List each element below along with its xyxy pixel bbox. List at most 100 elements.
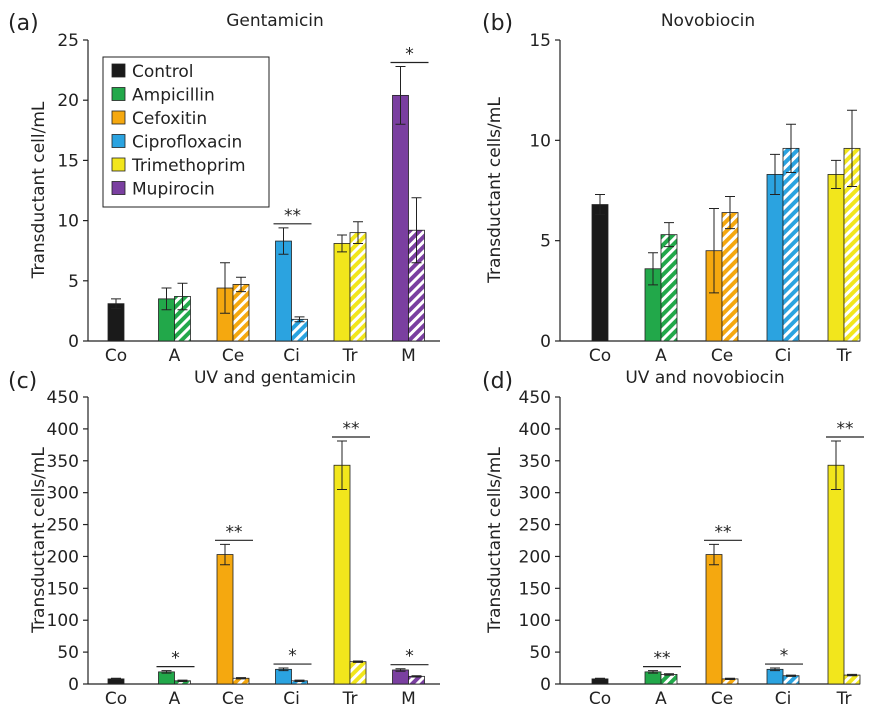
- y-tick-label: 10: [529, 131, 551, 151]
- y-tick-label: 400: [519, 420, 551, 440]
- legend-swatch: [111, 181, 126, 195]
- error-bar-Tr-striped: [353, 221, 363, 244]
- error-bar-Ce-solid: [709, 543, 719, 566]
- error-bar-Ce-solid: [709, 208, 719, 294]
- error-bar-M-solid: [395, 668, 406, 672]
- bar-Co-solid: [107, 303, 125, 342]
- error-bar-M-striped: [411, 675, 422, 678]
- error-bar-A-solid: [161, 287, 172, 311]
- error-bar-Ci-solid: [278, 667, 289, 672]
- panel-2: (b) Novobiocin Transductant cells/mL 0 5 10 15…: [482, 11, 861, 366]
- error-bar-A-striped: [664, 222, 674, 248]
- x-tick-label: A: [655, 346, 667, 366]
- error-bar-A-solid: [648, 670, 658, 674]
- x-tick-label: Ci: [775, 689, 792, 709]
- legend-swatch: [111, 157, 126, 172]
- error-bar-Co-solid: [595, 677, 605, 681]
- y-tick-label: 250: [47, 516, 79, 536]
- panel-1: (a) Gentamicin Transductant cell/mL 0 5 10 15 2…: [8, 11, 440, 366]
- significance-marker: **: [715, 522, 732, 542]
- significance-marker: *: [405, 647, 414, 667]
- x-tick-label: Ce: [711, 689, 733, 709]
- y-tick-label: 350: [519, 452, 551, 472]
- x-tick-label: Ce: [711, 346, 733, 366]
- y-tick-label: 100: [519, 611, 551, 631]
- y-tick-label: 0: [68, 675, 79, 695]
- x-tick-label: Tr: [342, 689, 358, 709]
- error-bar-Ci-solid: [770, 667, 780, 672]
- x-tick-label: Co: [105, 689, 127, 709]
- x-tick-label: Ce: [222, 346, 244, 366]
- y-tick-label: 50: [57, 643, 79, 663]
- bar-M-solid: [392, 94, 409, 342]
- x-tick-label: Ci: [283, 346, 300, 366]
- y-axis-label: Transductant cells/mL: [485, 97, 505, 284]
- y-tick-label: 350: [47, 452, 79, 472]
- y-tick-label: 50: [529, 643, 551, 663]
- legend: Control Ampicillin Cefoxitin Ciprofloxacin T…: [102, 56, 270, 208]
- y-tick-label: 10: [57, 212, 79, 232]
- x-tick-label: A: [169, 689, 181, 709]
- bar-Ci-striped: [291, 318, 308, 342]
- error-bar-Ci-solid: [278, 227, 289, 255]
- bar-Ci-solid: [766, 668, 784, 685]
- error-bar-Tr-solid: [337, 234, 347, 253]
- y-tick-label: 20: [57, 91, 79, 111]
- chart-title: UV and gentamicin: [194, 368, 356, 388]
- legend-entry: Cefoxitin: [132, 109, 207, 129]
- error-bar-Tr-striped: [847, 673, 857, 677]
- error-bar-M-solid: [395, 65, 406, 125]
- legend-entry: Ciprofloxacin: [132, 133, 242, 153]
- y-axis-label: Transductant cells/mL: [29, 447, 49, 634]
- panel-label: (b): [482, 11, 513, 36]
- bar-Ci-solid: [275, 240, 292, 342]
- y-tick-label: 400: [47, 420, 79, 440]
- x-tick-label: Ci: [775, 346, 792, 366]
- error-bar-Tr-striped: [847, 109, 857, 187]
- error-bar-Ci-striped: [786, 123, 796, 173]
- bar-A-striped: [660, 674, 678, 685]
- error-bar-Tr-striped: [353, 660, 363, 663]
- y-tick-label: 5: [68, 272, 79, 292]
- bar-Co-solid: [591, 204, 609, 342]
- error-bar-Ci-striped: [294, 316, 305, 323]
- panel-4: (d) UV and novobiocin Transductant cells/m…: [482, 368, 864, 709]
- error-bar-Co-solid: [111, 298, 121, 309]
- bar-Ce-striped: [232, 284, 250, 342]
- error-bar-Ce-striped: [236, 677, 246, 680]
- y-tick-label: 150: [47, 579, 79, 599]
- y-tick-label: 0: [540, 675, 551, 695]
- bar-Ci-solid: [275, 668, 292, 685]
- error-bar-Tr-solid: [831, 440, 841, 490]
- x-tick-label: Co: [105, 346, 127, 366]
- x-tick-label: Ce: [222, 689, 244, 709]
- x-tick-label: Tr: [342, 346, 358, 366]
- x-tick-label: Ci: [283, 689, 300, 709]
- x-tick-label: M: [401, 689, 416, 709]
- chart-title: Gentamicin: [226, 11, 324, 31]
- significance-marker: *: [405, 44, 414, 64]
- error-bar-Ci-solid: [770, 153, 780, 196]
- y-tick-label: 25: [57, 31, 79, 51]
- chart-title: Novobiocin: [661, 11, 755, 31]
- error-bar-Ci-striped: [294, 679, 305, 682]
- error-bar-Ce-striped: [725, 196, 735, 230]
- significance-marker: **: [837, 419, 854, 439]
- bar-Ci-striped: [782, 147, 800, 342]
- y-tick-label: 100: [47, 611, 79, 631]
- x-tick-label: Tr: [836, 689, 852, 709]
- error-bar-Ce-solid: [220, 262, 230, 314]
- error-bar-Ce-striped: [236, 276, 246, 293]
- significance-marker: **: [343, 419, 360, 439]
- y-tick-label: 450: [519, 388, 551, 408]
- error-bar-Tr-solid: [337, 440, 347, 490]
- error-bar-A-striped: [177, 282, 188, 311]
- panel-label: (c): [8, 369, 37, 394]
- legend-box: [102, 56, 270, 208]
- legend-entry: Ampicillin: [132, 86, 215, 106]
- panel-label: (a): [8, 11, 39, 36]
- bar-A-solid: [644, 671, 662, 685]
- bar-Tr-solid: [827, 174, 845, 342]
- error-bar-Ce-striped: [725, 677, 735, 681]
